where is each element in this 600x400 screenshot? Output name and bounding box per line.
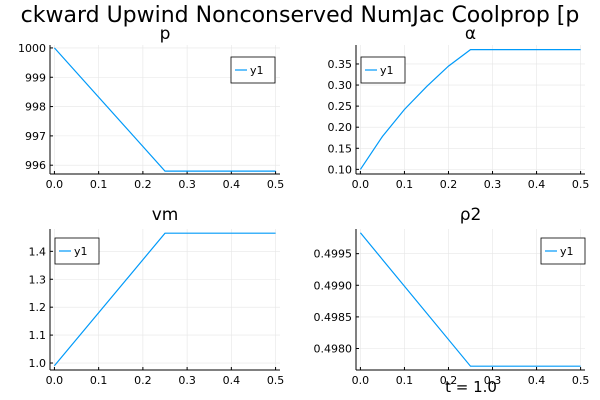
y-tick-label: 0.25 [328,100,353,113]
x-tick-label: 0.3 [178,178,196,191]
x-tick-label: 0.5 [572,178,590,191]
legend: y1 [54,237,100,265]
legend-label: y1 [250,64,264,77]
y-tick-label: 997 [25,130,46,143]
figure-footer: t = 1.0 [445,378,497,396]
y-tick-label: 998 [25,101,46,114]
y-tick-label: 996 [25,159,46,172]
figure-suptitle: ckward Upwind Nonconserved NumJac Coolpr… [21,3,580,28]
y-tick-label: 1000 [18,42,46,55]
subplot-title: ρ2 [460,205,482,225]
y-tick-label: 0.35 [328,58,353,71]
y-tick-label: 0.4980 [314,343,353,356]
y-tick-label: 0.30 [328,79,353,92]
x-tick-label: 0.3 [484,374,502,387]
x-tick-label: 0.0 [46,374,64,387]
y-tick-label: 0.4985 [314,311,353,324]
subplot-4: ρ2 0.0 0.1 0.2 0.3 0.4 0.5 0.4980 0.4985 0.4990 0.… [314,205,590,387]
legend: y1 [540,237,586,265]
y-tick-label: 0.10 [328,163,353,176]
subplot-2: α 0.0 0.1 0.2 0.3 0.4 0.5 0.10 0.15 0.20 0.25 0.30 0… [328,24,590,191]
y-tick-label: 0.4990 [314,279,353,292]
x-tick-label: 0.3 [178,374,196,387]
x-tick-label: 0.1 [90,178,108,191]
x-tick-label: 0.4 [223,178,241,191]
x-tick-label: 0.0 [352,178,370,191]
y-tick-label: 999 [25,71,46,84]
subplot-title: p [160,24,171,44]
legend: y1 [360,56,406,84]
legend-label: y1 [74,245,88,258]
x-tick-label: 0.5 [267,178,285,191]
series-line-y1 [359,232,581,367]
x-tick-label: 0.5 [572,374,590,387]
legend-box [230,56,276,84]
x-tick-label: 0.1 [396,178,414,191]
subplot-title: α [465,24,476,44]
legend-label: y1 [380,64,394,77]
x-tick-label: 0.2 [134,178,152,191]
x-tick-label: 0.0 [352,374,370,387]
series-line-y1 [53,232,276,367]
y-tick-label: 0.4995 [314,248,353,261]
legend-label: y1 [560,245,574,258]
x-tick-label: 0.4 [223,374,241,387]
y-tick-label: 1.4 [29,245,47,258]
x-tick-label: 0.5 [267,374,285,387]
y-tick-label: 1.2 [29,301,47,314]
x-tick-label: 0.1 [396,374,414,387]
y-tick-label: 0.15 [328,142,353,155]
y-tick-label: 1.3 [29,273,47,286]
y-tick-label: 0.20 [328,121,353,134]
subplot-1: p 0.0 0.1 0.2 0.3 0.4 0.5 996 997 998 999 1000 y1 [18,24,284,191]
x-tick-label: 0.3 [484,178,502,191]
x-tick-label: 0.4 [528,178,546,191]
x-tick-label: 0.2 [440,374,458,387]
x-tick-label: 0.0 [46,178,64,191]
subplot-title: vm [152,205,179,225]
x-tick-label: 0.4 [528,374,546,387]
y-tick-label: 1.1 [29,329,47,342]
x-tick-label: 0.2 [134,374,152,387]
subplot-3: vm 0.0 0.1 0.2 0.3 0.4 0.5 1.0 1.1 1.2 1.3 1.4 y1 [29,205,285,387]
x-tick-label: 0.1 [90,374,108,387]
series-line-y1 [53,47,276,172]
legend: y1 [230,56,276,84]
x-tick-label: 0.2 [440,178,458,191]
y-tick-label: 1.0 [29,357,47,370]
series-line-y1 [359,48,581,170]
